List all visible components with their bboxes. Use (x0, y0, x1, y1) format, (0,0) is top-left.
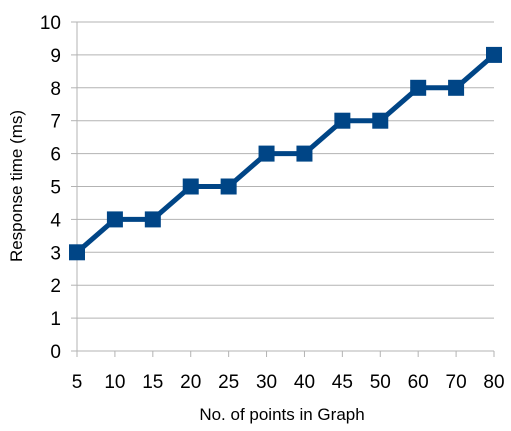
y-tick-label: 4 (50, 210, 61, 231)
x-tick-label: 70 (446, 372, 467, 393)
data-point-marker (220, 178, 237, 195)
data-point-marker (410, 79, 427, 96)
data-point-marker (258, 145, 275, 162)
x-tick-label: 80 (483, 372, 504, 393)
x-tick-label: 10 (104, 372, 125, 393)
y-tick-label: 0 (50, 342, 61, 363)
x-tick-label: 5 (72, 372, 83, 393)
y-tick-label: 7 (50, 112, 61, 133)
x-tick-label: 30 (256, 372, 277, 393)
data-point-marker (106, 211, 123, 228)
data-point-marker (448, 79, 465, 96)
x-tick-label: 25 (218, 372, 239, 393)
data-point-marker (69, 244, 85, 261)
y-tick-label: 1 (50, 309, 61, 330)
x-tick-label: 45 (332, 372, 353, 393)
y-tick-label: 2 (50, 276, 61, 297)
y-tick-labels: 0 1 2 3 4 5 6 7 8 9 10 (40, 13, 62, 363)
data-point-marker (486, 46, 502, 63)
x-tick-label: 40 (294, 372, 315, 393)
y-tick-label: 10 (40, 13, 61, 34)
axes (71, 21, 495, 357)
y-axis-title: Response time (ms) (7, 110, 26, 262)
data-point-marker (296, 145, 313, 162)
x-tick-label: 15 (142, 372, 163, 393)
y-tick-label: 5 (50, 178, 61, 199)
gridlines (77, 21, 494, 319)
x-tick-label: 20 (180, 372, 201, 393)
y-tick-label: 9 (50, 46, 61, 67)
x-tick-labels: 5 10 15 20 25 30 40 45 50 60 70 80 (72, 372, 505, 393)
y-tick-label: 6 (50, 145, 61, 166)
x-axis-title: No. of points in Graph (199, 405, 364, 424)
data-point-marker (334, 112, 351, 129)
data-point-marker (144, 211, 161, 228)
x-tick-label: 60 (408, 372, 429, 393)
data-point-marker (182, 178, 199, 195)
data-point-marker (372, 112, 389, 129)
y-tick-label: 3 (50, 243, 61, 264)
x-tick-label: 50 (370, 372, 391, 393)
y-tick-label: 8 (50, 79, 61, 100)
series (69, 46, 502, 261)
